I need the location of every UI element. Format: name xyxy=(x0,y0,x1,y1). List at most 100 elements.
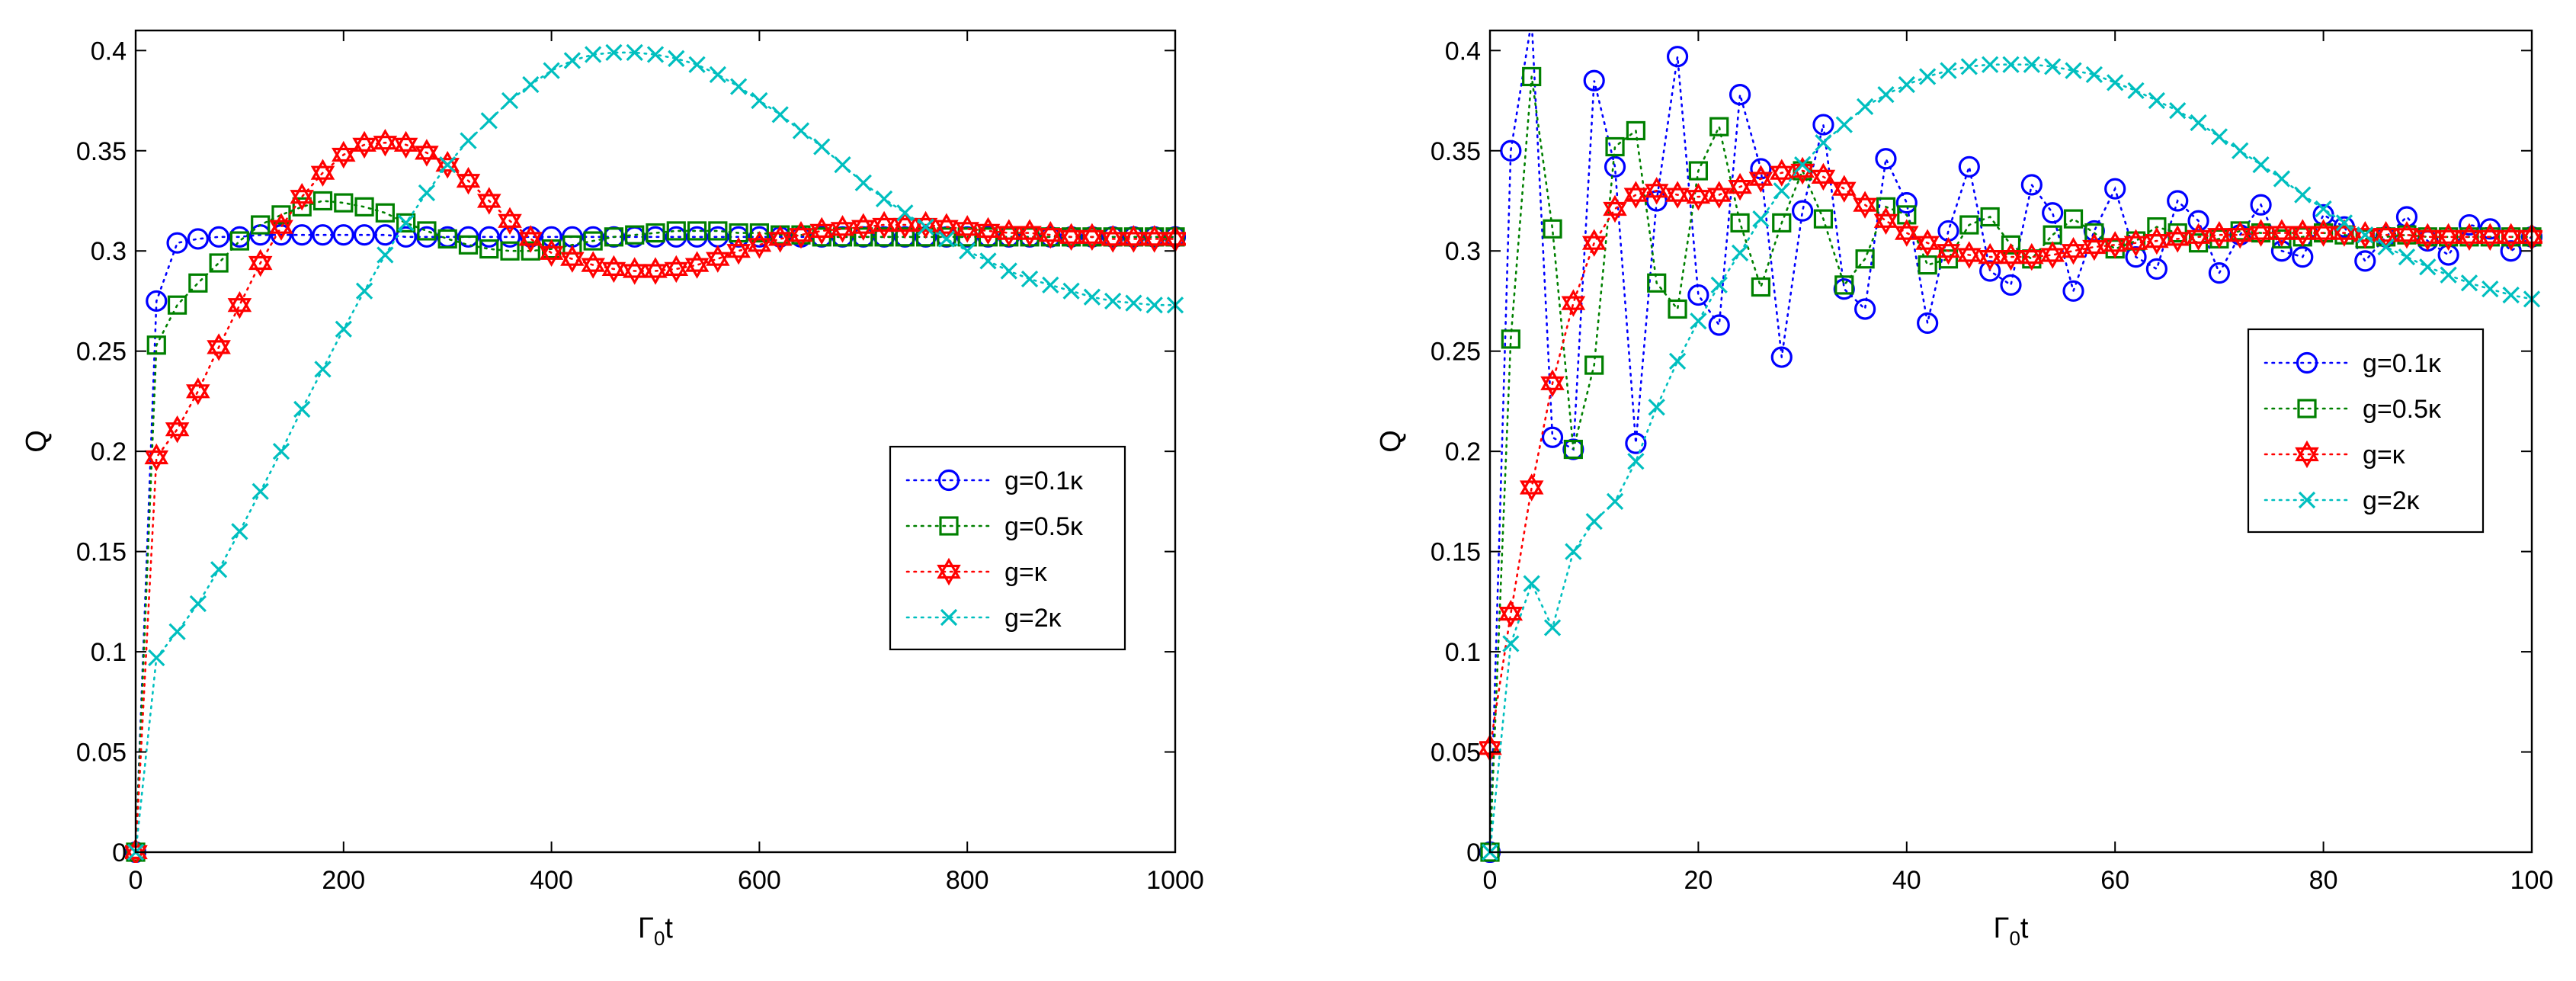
y-tick-label: 0.2 xyxy=(91,438,127,466)
data-point xyxy=(2315,200,2332,218)
data-point xyxy=(146,290,168,313)
data-point xyxy=(355,282,373,300)
data-point xyxy=(1523,575,1540,592)
legend: g=0.1κ g=0.5κ g=κ g=2κ xyxy=(889,445,1126,651)
plot-area xyxy=(136,30,1175,852)
data-point xyxy=(1752,210,1770,228)
data-point xyxy=(144,443,169,472)
data-point xyxy=(1581,229,1607,257)
data-point xyxy=(2107,74,2124,91)
data-point xyxy=(374,224,396,246)
data-point xyxy=(477,187,501,215)
data-point xyxy=(435,151,460,179)
data-point xyxy=(186,377,210,406)
data-point xyxy=(2061,237,2086,265)
data-point xyxy=(2498,223,2523,251)
y-tick-label: 0.1 xyxy=(1445,638,1481,667)
data-point xyxy=(2085,66,2103,83)
legend-marker xyxy=(2298,491,2316,509)
data-point xyxy=(2377,238,2395,256)
data-point xyxy=(1561,289,1586,317)
data-point xyxy=(1104,292,1122,310)
data-point xyxy=(1853,191,1877,219)
data-point xyxy=(2270,240,2293,262)
data-point xyxy=(751,91,768,110)
data-point xyxy=(2020,242,2044,271)
data-point xyxy=(1793,156,1812,174)
data-point xyxy=(622,257,647,285)
y-tick-label: 0.3 xyxy=(91,237,127,266)
x-tick-label: 200 xyxy=(322,866,365,895)
data-point xyxy=(979,252,997,270)
legend-label: g=0.5κ xyxy=(2363,395,2442,424)
data-point xyxy=(581,251,605,279)
data-point xyxy=(643,257,668,285)
data-point xyxy=(706,245,730,273)
data-point xyxy=(210,561,228,579)
series-group xyxy=(125,43,1186,863)
data-point xyxy=(2335,214,2353,232)
data-point xyxy=(2251,223,2271,243)
data-point xyxy=(1145,297,1163,314)
data-point xyxy=(2458,213,2481,236)
x-tick-label: 60 xyxy=(2100,866,2129,895)
data-point xyxy=(604,227,624,247)
data-point xyxy=(1731,244,1749,261)
data-point xyxy=(2104,178,2126,200)
data-point xyxy=(1728,172,1752,201)
data-point xyxy=(376,246,394,264)
y-tick-label: 0.25 xyxy=(76,338,127,367)
data-point xyxy=(167,295,187,315)
data-point xyxy=(498,207,522,235)
data-point xyxy=(1813,209,1834,229)
data-point xyxy=(2167,190,2189,212)
data-point xyxy=(1648,399,1665,416)
y-tick-label: 0.1 xyxy=(91,638,127,667)
legend-marker xyxy=(940,608,958,627)
data-point xyxy=(2165,225,2190,253)
data-point xyxy=(1625,432,1647,454)
data-point xyxy=(646,223,665,243)
data-point xyxy=(687,221,707,241)
data-point xyxy=(2311,219,2336,247)
data-point xyxy=(896,204,914,222)
data-point xyxy=(521,241,540,261)
right-chart-panel: 0 20 40 60 80 100 0 0.05 0.1 0.15 0.2 0.25 0.3 0.35 0.… xyxy=(1375,29,2553,950)
data-point xyxy=(2148,91,2166,110)
data-point xyxy=(1772,213,1792,233)
data-point xyxy=(396,213,416,233)
data-point xyxy=(1875,148,1897,170)
y-tick-label: 0.4 xyxy=(1445,37,1481,66)
data-point xyxy=(354,197,374,216)
data-point xyxy=(1647,273,1667,293)
data-point xyxy=(2207,221,2232,249)
data-point xyxy=(1812,114,1834,136)
data-point xyxy=(2023,56,2040,73)
data-point xyxy=(605,43,623,62)
y-tick-label: 0 xyxy=(1466,838,1481,867)
data-point xyxy=(1980,207,2000,227)
data-point xyxy=(875,190,893,207)
data-point xyxy=(439,156,457,174)
data-point xyxy=(1540,369,1565,397)
data-point xyxy=(1834,275,1854,295)
x-axis: 0 200 400 600 800 1000 xyxy=(129,30,1204,895)
data-point xyxy=(1501,329,1520,349)
series-line-1 xyxy=(134,233,1177,854)
series-3 xyxy=(1479,156,2542,762)
data-point xyxy=(832,227,853,247)
data-point xyxy=(563,52,582,69)
x-tick-label: 80 xyxy=(2309,866,2338,895)
data-point xyxy=(2395,221,2419,249)
data-point xyxy=(1915,229,1940,257)
series-line-3 xyxy=(134,141,1177,854)
data-point xyxy=(2273,170,2291,188)
x-axis: 0 20 40 60 80 100 xyxy=(1483,30,2553,895)
data-point xyxy=(1519,473,1544,502)
data-point xyxy=(2439,227,2459,247)
data-point xyxy=(2294,186,2312,204)
data-point xyxy=(830,215,855,243)
y-tick-label: 0.35 xyxy=(1431,137,1481,166)
data-point xyxy=(2042,202,2064,224)
